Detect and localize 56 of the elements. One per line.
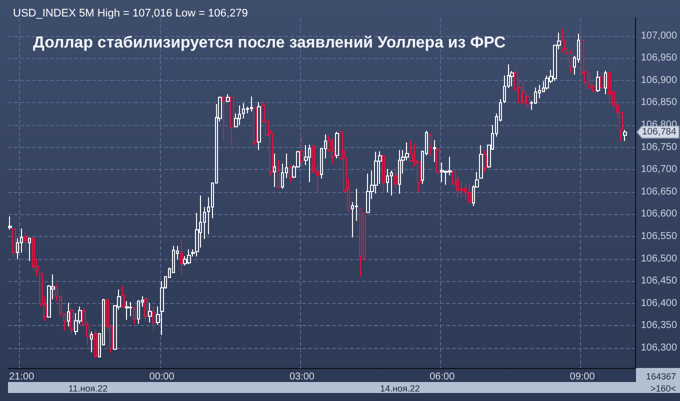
- candlestick: [596, 70, 600, 93]
- candlestick: [479, 144, 483, 179]
- candlestick: [600, 71, 604, 90]
- candlestick: [222, 96, 226, 141]
- candlestick: [137, 300, 140, 324]
- y-tick-label: 106,950: [640, 52, 678, 64]
- text: >160<: [650, 384, 676, 394]
- candlestick: [152, 306, 156, 332]
- candlestick: [187, 248, 191, 265]
- candlestick: [382, 155, 385, 192]
- candlestick: [180, 240, 183, 275]
- y-tick-label: 106,750: [640, 142, 678, 153]
- y-tick-label: 106,450: [640, 276, 678, 287]
- candlestick: [94, 329, 97, 358]
- candlestick: [398, 149, 401, 194]
- x-tick-label: 06:00: [430, 372, 456, 382]
- y-tick-label: 106,550: [640, 230, 678, 242]
- candlestick: [588, 71, 592, 90]
- y-tick-label: 106,850: [640, 97, 678, 108]
- candlestick: [359, 208, 362, 277]
- candlestick: [308, 144, 311, 183]
- x-tick-label: 00:00: [149, 372, 175, 382]
- candlestick: [144, 298, 148, 322]
- y-tick-label: 106,300: [640, 342, 678, 354]
- candlestick: [12, 228, 16, 258]
- candlestick: [464, 183, 467, 200]
- text: 164367: [646, 372, 676, 382]
- candlestick: [366, 173, 370, 213]
- text: 11.ноя.22: [68, 384, 108, 394]
- y-tick-label: 106,600: [640, 208, 678, 220]
- x-tick-label: 09:00: [570, 372, 596, 382]
- candlestick: [569, 50, 572, 74]
- candlestick: [561, 28, 565, 54]
- y-tick-label: 106,500: [640, 253, 678, 264]
- candlestick: [238, 104, 241, 126]
- x-tick-label: 21:00: [9, 372, 35, 382]
- y-tick-label: 106,350: [640, 320, 678, 332]
- text: Доллар стабилизируется после заявлений Уоллера из ФРС: [33, 34, 506, 52]
- text: 14.ноя.22: [380, 384, 420, 394]
- candlestick: [409, 140, 413, 163]
- candlestick: [300, 136, 304, 168]
- y-tick-label: 106,650: [640, 186, 678, 198]
- candlestick: [242, 102, 245, 119]
- candlestick: [8, 216, 12, 230]
- candlestick: [468, 183, 471, 204]
- candlestick: [456, 174, 459, 199]
- y-tick-label: 106,700: [640, 164, 678, 176]
- candlestick: [230, 96, 234, 146]
- candlestick: [257, 102, 261, 150]
- candlestick: [390, 170, 393, 196]
- x-tick-label: 03:00: [289, 372, 315, 382]
- y-tick-label: 106,900: [640, 74, 678, 86]
- y-tick-label: 106,400: [640, 298, 678, 309]
- chart-subtitle: USD_INDEX 5M High = 107,016 Low = 106,279: [13, 8, 248, 20]
- y-tick-label: 107,000: [640, 30, 678, 42]
- candlestick: [522, 80, 526, 104]
